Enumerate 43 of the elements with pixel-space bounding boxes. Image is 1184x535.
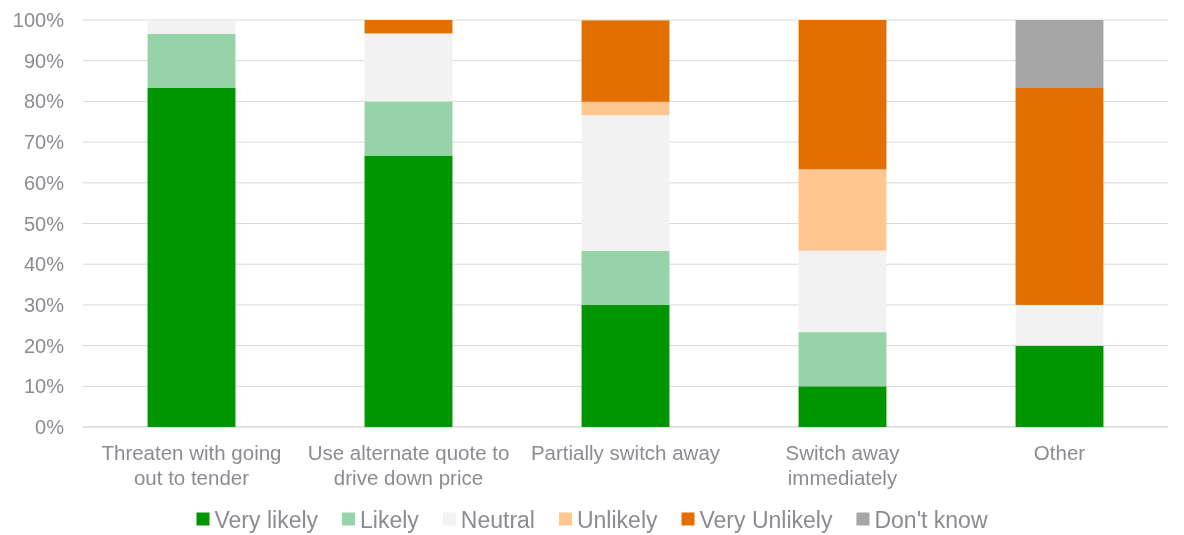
legend-label: Likely (360, 507, 420, 534)
bar (581, 101, 670, 116)
bar (581, 250, 670, 305)
y-tick-label: 90% (23, 49, 65, 72)
bar (1015, 87, 1104, 305)
y-tick-label: 30% (23, 293, 65, 316)
bar (364, 155, 453, 427)
bar (798, 250, 887, 333)
bar (364, 20, 453, 34)
bar (364, 33, 453, 102)
legend-label: Neutral (460, 507, 535, 534)
x-tick-label: Switch away immediately (785, 441, 901, 489)
y-tick-label: 20% (23, 334, 65, 357)
y-tick-label: 100% (12, 9, 65, 31)
y-tick-label: 60% (23, 171, 65, 194)
x-tick-label: Threaten with going out to tender (101, 441, 282, 489)
y-tick-label: 50% (23, 212, 65, 235)
bar (364, 101, 453, 156)
legend-label: Unlikely (576, 507, 659, 534)
y-tick-label: 10% (23, 375, 65, 398)
x-tick-label: Use alternate quote to drive down price (307, 441, 510, 489)
bar (798, 332, 887, 387)
bar (581, 20, 670, 102)
bar (147, 87, 236, 427)
bar (1015, 304, 1104, 346)
legend-label: Very Unlikely (699, 507, 833, 534)
bar (1015, 345, 1104, 427)
legend-label: Don't know (874, 507, 988, 534)
bar (147, 33, 236, 88)
bar (581, 304, 670, 427)
y-tick-label: 70% (23, 131, 65, 154)
bar (798, 169, 887, 251)
y-tick-label: 0% (35, 416, 65, 438)
bar (1015, 20, 1104, 88)
bar (581, 115, 670, 251)
y-tick-label: 80% (23, 90, 65, 113)
x-tick-label: Partially switch away (530, 441, 721, 464)
legend-label: Very likely (214, 507, 319, 534)
y-tick-label: 40% (23, 253, 65, 276)
bar (147, 20, 236, 34)
bar (798, 386, 887, 427)
bar (798, 20, 887, 170)
x-tick-label: Other (1033, 441, 1086, 464)
